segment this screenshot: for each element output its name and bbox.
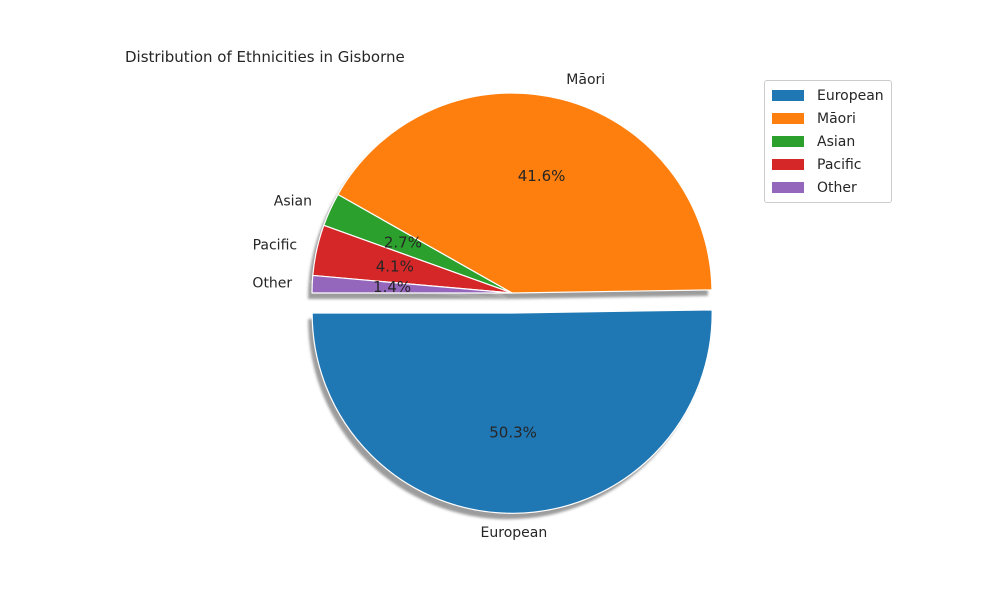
- legend: European Māori Asian Pacific Other: [764, 80, 892, 203]
- slice-layer: [311, 92, 713, 514]
- legend-label: Pacific: [817, 156, 862, 173]
- slice-percent-european: 50.3%: [489, 424, 537, 442]
- slice-other: [311, 274, 513, 294]
- legend-item-asian: Asian: [765, 130, 891, 153]
- slice-percent-maori: 41.6%: [518, 167, 566, 185]
- legend-item-other: Other: [765, 176, 891, 199]
- legend-item-european: European: [765, 84, 891, 107]
- legend-label: European: [817, 87, 884, 104]
- slice-label-asian: Asian: [274, 193, 312, 209]
- chart-title: Distribution of Ethnicities in Gisborne: [125, 48, 405, 66]
- slice-label-pacific: Pacific: [253, 238, 298, 254]
- legend-swatch: [772, 159, 804, 170]
- slice-percent-pacific: 4.1%: [376, 258, 414, 276]
- slice-percent-other: 1.4%: [373, 278, 411, 296]
- legend-swatch: [772, 136, 804, 147]
- slice-label-maori: Māori: [566, 72, 605, 88]
- legend-item-maori: Māori: [765, 107, 891, 130]
- legend-swatch: [772, 113, 804, 124]
- legend-label: Māori: [817, 110, 856, 127]
- slice-percent-asian: 2.7%: [384, 234, 422, 252]
- legend-swatch: [772, 90, 804, 101]
- label-layer: European 50.3% Māori 41.6% Asian 2.7% Pacific 4…: [252, 72, 605, 541]
- legend-item-pacific: Pacific: [765, 153, 891, 176]
- slice-label-european: European: [481, 525, 548, 541]
- slice-european: [311, 309, 713, 514]
- slice-label-other: Other: [252, 275, 292, 291]
- legend-label: Asian: [817, 133, 856, 150]
- legend-swatch: [772, 182, 804, 193]
- slice-maori: [337, 92, 713, 294]
- legend-label: Other: [817, 179, 857, 196]
